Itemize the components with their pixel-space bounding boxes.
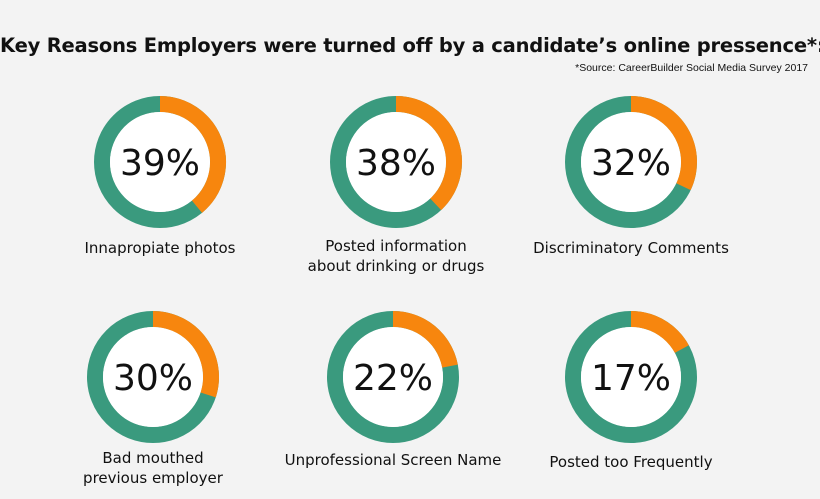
donut-slice-value [395,96,462,211]
donut-hole [346,112,446,212]
donut-value-label: 38% [356,143,436,184]
donut-hole [581,327,681,427]
donut-slice-value [630,311,689,354]
donut-chart: 32% Discriminatory Comments [533,96,729,257]
donut-value-label: 32% [591,143,671,184]
donut-hole [110,112,210,212]
donut-chart: 22% Unprofessional Screen Name [285,311,502,469]
donut-value-label: 22% [353,358,433,399]
donut-chart: 17% Posted too Frequently [549,311,713,471]
donut-caption: Bad mouthed [102,449,203,467]
donut-chart: 30% Bad mouthed previous employer [83,311,224,487]
donut-caption: Posted information [325,237,466,255]
donut-slice-value [630,96,697,191]
donut-slice-value [152,311,219,398]
donut-caption: previous employer [83,469,224,487]
donut-caption: Discriminatory Comments [533,239,729,257]
donut-caption: Innapropiate photos [84,239,235,257]
donut-caption: about drinking or drugs [308,257,485,275]
donut-chart: 39% Innapropiate photos [84,96,236,257]
source-note: *Source: CareerBuilder Social Media Surv… [575,62,808,74]
donut-value-label: 39% [120,143,200,184]
donut-hole [343,327,443,427]
donut-hole [581,112,681,212]
donut-chart: 38% Posted information about drinking or d… [308,96,485,275]
donut-value-label: 30% [113,358,193,399]
donut-value-label: 17% [591,358,671,399]
infographic-title: Key Reasons Employers were turned off by… [0,34,820,57]
donut-hole [103,327,203,427]
donut-slice-value [159,96,226,213]
donut-caption: Unprofessional Screen Name [285,451,502,469]
donut-slice-value [392,311,458,368]
donut-caption: Posted too Frequently [549,453,712,471]
